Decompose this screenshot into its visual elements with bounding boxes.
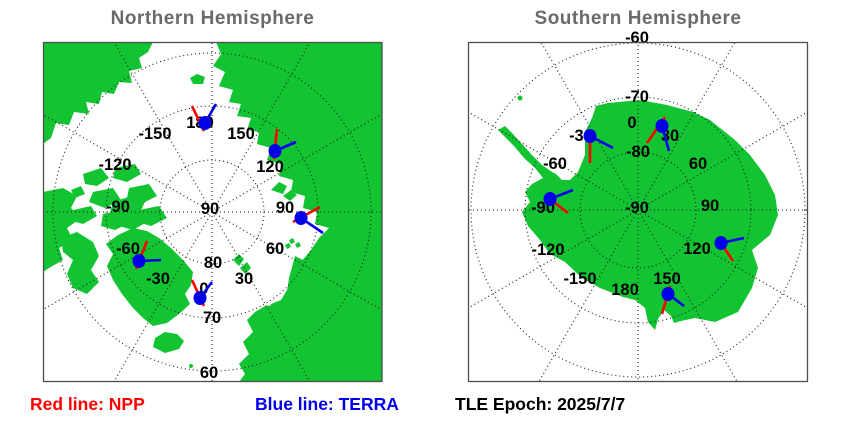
graticule-label: -60 xyxy=(625,29,649,47)
graticule-label: 90 xyxy=(276,199,294,217)
graticule-label: -90 xyxy=(106,198,130,216)
graticule-label: 80 xyxy=(204,254,222,272)
land-franz-josef xyxy=(285,238,301,249)
north-graticule xyxy=(43,42,382,382)
graticule-label: 60 xyxy=(200,364,218,382)
graticule-label: 150 xyxy=(653,270,681,288)
ground-station-dot xyxy=(543,192,557,206)
north-land-group xyxy=(43,42,382,382)
graticule-label: 70 xyxy=(203,309,221,327)
graticule-label: -150 xyxy=(563,270,596,288)
land-novaya-zemlya xyxy=(279,256,303,330)
meridian-line xyxy=(637,209,738,382)
land-alaska xyxy=(43,42,153,144)
graticule-label: 60 xyxy=(266,240,284,258)
ground-station-dot xyxy=(132,254,146,268)
ground-station-dot xyxy=(655,119,669,133)
tle-epoch-text: TLE Epoch: 2025/7/7 xyxy=(455,394,626,414)
land-greenland xyxy=(106,228,193,326)
graticule-label: -30 xyxy=(146,270,170,288)
graticule-label: -90 xyxy=(625,199,649,217)
graticule-label: 60 xyxy=(689,155,707,173)
land-canada-mainland xyxy=(43,188,99,294)
ground-station-dot xyxy=(714,236,728,250)
meridian-line xyxy=(637,42,736,211)
graticule-label: -60 xyxy=(543,155,567,173)
south-satellite-markers xyxy=(543,116,745,315)
land-small-island-south xyxy=(517,95,523,101)
latitude-circle-60 xyxy=(52,52,372,372)
meridian-line xyxy=(637,209,808,309)
legend-terra-blue: Blue line: TERRA xyxy=(255,394,399,414)
meridian-line xyxy=(211,211,382,311)
land-small-island xyxy=(189,364,193,368)
land-ellesmere xyxy=(109,196,147,230)
land-iceland xyxy=(153,332,184,353)
graticule-label: -60 xyxy=(116,240,140,258)
ground-station-dot xyxy=(583,129,597,143)
meridian-line xyxy=(211,42,311,213)
meridian-line xyxy=(538,209,639,382)
south-map-title: Southern Hemisphere xyxy=(534,8,742,29)
graticule-label: 180 xyxy=(611,281,639,299)
graticule-label: 0 xyxy=(627,114,636,132)
north-plot-frame xyxy=(42,41,383,383)
graticule-label: 90 xyxy=(201,200,219,218)
ground-station-dot xyxy=(193,291,207,305)
land-severnaya-zemlya xyxy=(271,182,297,201)
meridian-line xyxy=(637,111,808,211)
north-satellite-markers xyxy=(132,103,324,307)
latitude-circle--80 xyxy=(579,151,697,269)
land-wrangel-island xyxy=(190,74,205,84)
graticule-label: 90 xyxy=(701,197,719,215)
ground-station-dot xyxy=(198,116,212,130)
meridian-line xyxy=(211,211,311,382)
meridian-line xyxy=(113,211,213,382)
graticule-label: -120 xyxy=(98,156,131,174)
north-map-title: Northern Hemisphere xyxy=(110,8,315,29)
meridian-line xyxy=(113,42,213,213)
south-graticule xyxy=(468,42,808,382)
graticule-label: -150 xyxy=(138,125,171,143)
land-canadian-archipelago xyxy=(69,164,167,230)
graticule-label: 120 xyxy=(683,240,711,258)
land-eurasia xyxy=(213,42,382,382)
meridian-line xyxy=(43,211,213,311)
south-hemisphere-map: 0306090120150180-150-120-90-60-30-90-80-… xyxy=(467,29,809,383)
meridian-line xyxy=(540,42,639,211)
graticule-label: -80 xyxy=(626,143,650,161)
ground-station-dot xyxy=(294,211,308,225)
land-svalbard xyxy=(233,254,251,274)
latitude-circle-70 xyxy=(105,105,319,319)
graticule-label: 30 xyxy=(235,270,253,288)
south-plot-frame xyxy=(467,41,809,383)
meridian-line xyxy=(43,113,213,213)
graticule-label: 150 xyxy=(227,125,255,143)
graticule-label: -70 xyxy=(625,88,649,106)
north-hemisphere-map: 1801501209060300-30-60-90-120-1509080706… xyxy=(42,41,383,383)
legend-npp-red: Red line: NPP xyxy=(30,394,145,414)
meridian-line xyxy=(468,209,639,309)
graticule-label: -120 xyxy=(531,241,564,259)
ground-station-dot xyxy=(268,144,282,158)
graticule-label: 0 xyxy=(199,280,208,298)
meridian-line xyxy=(468,111,639,211)
meridian-line xyxy=(211,113,382,213)
latitude-circle--60 xyxy=(470,42,806,378)
ground-station-dot xyxy=(661,287,675,301)
graticule-label: 120 xyxy=(256,158,284,176)
